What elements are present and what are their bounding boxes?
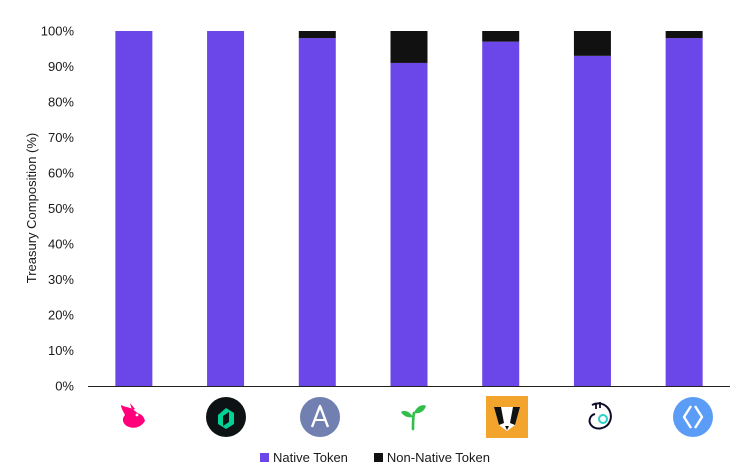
legend-non-native-label: Non-Native Token — [386, 450, 490, 465]
legend-item-non-native: Non-Native Token — [373, 450, 490, 465]
native-token-bar-badger — [482, 41, 520, 387]
y-axis-title: Treasury Composition (%) — [24, 133, 39, 284]
native-token-bar-uniswap — [115, 31, 153, 386]
non-native-token-bar-sprout — [390, 31, 428, 63]
y-tick-label: 70% — [48, 130, 74, 145]
sprout-icon — [401, 405, 426, 431]
aave-icon — [300, 397, 340, 437]
non-native-token-bar-bitcoin-dao — [573, 31, 611, 56]
y-tick-label: 100% — [41, 24, 75, 39]
y-tick-label: 90% — [48, 59, 74, 74]
y-tick-label: 10% — [48, 343, 74, 358]
y-tick-label: 0% — [55, 379, 74, 394]
non-native-token-bar-badger — [482, 31, 520, 42]
legend-item-native: Native Token — [259, 450, 348, 465]
badger-icon — [486, 396, 528, 438]
compound-icon — [206, 397, 246, 437]
y-tick-label: 20% — [48, 308, 74, 323]
native-token-bar-sprout — [390, 62, 428, 386]
uniswap-icon — [121, 403, 145, 428]
native-token-bar-aave — [298, 38, 336, 386]
native-token-swatch — [259, 453, 269, 462]
non-native-token-bar-aave — [298, 31, 336, 39]
bitcoin-dao-icon — [588, 402, 612, 430]
legend: Native Token Non-Native Token — [0, 450, 750, 465]
y-tick-label: 80% — [48, 95, 74, 110]
y-tick-label: 50% — [48, 201, 74, 216]
ens-icon — [673, 397, 713, 437]
legend-native-label: Native Token — [272, 450, 348, 465]
non-native-token-swatch — [373, 453, 383, 462]
y-axis-ticks: 0% 10% 20% 30% 40% 50% 60% 70% 80% 90% 100% — [41, 24, 75, 394]
native-token-bar-ens — [665, 38, 703, 386]
non-native-token-bar-ens — [665, 31, 703, 39]
bar-series — [115, 31, 703, 387]
y-tick-label: 40% — [48, 237, 74, 252]
native-token-bar-bitcoin-dao — [573, 55, 611, 386]
native-token-bar-compound — [207, 31, 245, 386]
y-tick-label: 60% — [48, 166, 74, 181]
y-tick-label: 30% — [48, 272, 74, 287]
